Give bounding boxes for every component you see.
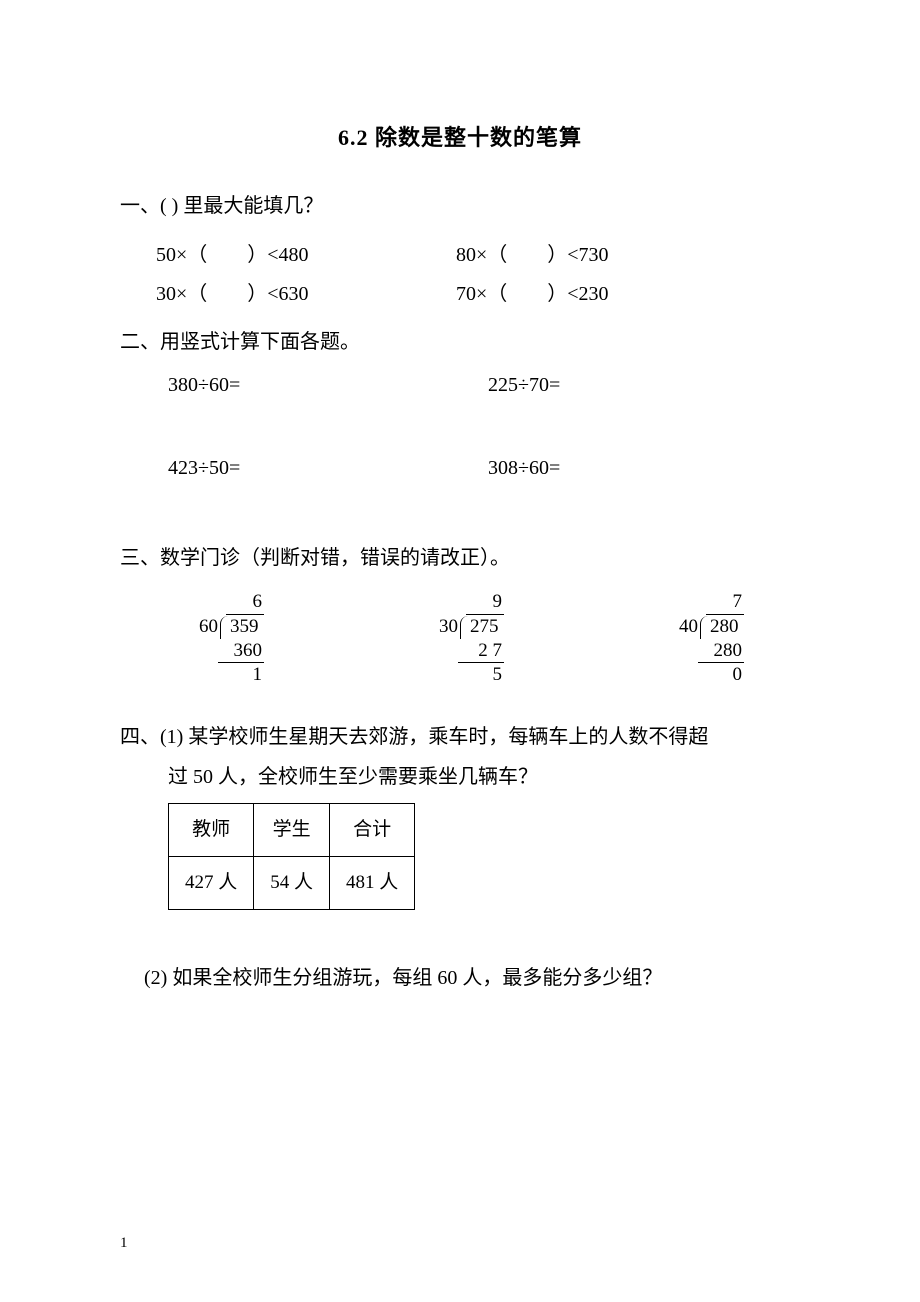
table-header: 合计 — [330, 804, 415, 857]
long-division-1: 6 60 359 360 1 — [174, 590, 264, 687]
worksheet-page: 6.2 除数是整十数的笔算 一、( ) 里最大能填几？ 50×（ ）<480 8… — [0, 0, 920, 1302]
page-title: 6.2 除数是整十数的笔算 — [120, 120, 800, 152]
dividend: 359 — [228, 615, 264, 639]
dividend: 275 — [468, 615, 504, 639]
page-number: 1 — [120, 1235, 128, 1252]
subtrahend: 2 7 — [458, 639, 504, 664]
table-header: 教师 — [169, 804, 254, 857]
table-header: 学生 — [254, 804, 330, 857]
section-1-head: 一、( ) 里最大能填几？ — [120, 188, 800, 224]
people-table: 教师 学生 合计 427 人 54 人 481 人 — [168, 803, 415, 910]
section-4: 四、(1) 某学校师生星期天去郊游，乘车时，每辆车上的人数不得超 过 50 人，… — [120, 717, 800, 998]
fill-row-1: 50×（ ）<480 80×（ ）<730 — [156, 238, 800, 267]
fill-item: 50×（ ）<480 — [156, 238, 456, 267]
long-division-3: 7 40 280 280 0 — [654, 590, 744, 687]
quotient: 6 — [226, 590, 264, 615]
calc-row-2: 423÷50= 308÷60= — [168, 457, 800, 480]
section-2-head: 二、用竖式计算下面各题。 — [120, 324, 800, 360]
section-3-head: 三、数学门诊（判断对错，错误的请改正）。 — [120, 540, 800, 576]
quotient: 7 — [706, 590, 744, 615]
table-cell: 54 人 — [254, 857, 330, 910]
fill-row-2: 30×（ ）<630 70×（ ）<230 — [156, 277, 800, 306]
fill-item: 30×（ ）<630 — [156, 277, 456, 306]
q4-line2: 过 50 人，全校师生至少需要乘坐几辆车？ — [120, 757, 800, 797]
remainder: 0 — [654, 663, 744, 687]
table-row: 教师 学生 合计 — [169, 804, 415, 857]
table-cell: 427 人 — [169, 857, 254, 910]
calc-item: 225÷70= — [488, 374, 808, 397]
division-bracket-icon — [460, 616, 468, 639]
dividend: 280 — [708, 615, 744, 639]
divisor: 30 — [439, 615, 460, 639]
divisor: 40 — [679, 615, 700, 639]
fill-item: 80×（ ）<730 — [456, 238, 756, 267]
calc-item: 380÷60= — [168, 374, 488, 397]
table-cell: 481 人 — [330, 857, 415, 910]
quotient: 9 — [466, 590, 504, 615]
subtrahend: 360 — [218, 639, 264, 664]
calc-item: 308÷60= — [488, 457, 808, 480]
fill-item: 70×（ ）<230 — [456, 277, 756, 306]
q4-line1: 四、(1) 某学校师生星期天去郊游，乘车时，每辆车上的人数不得超 — [120, 717, 800, 757]
remainder: 1 — [174, 663, 264, 687]
division-bracket-icon — [700, 616, 708, 639]
calc-row-1: 380÷60= 225÷70= — [168, 374, 800, 397]
remainder: 5 — [414, 663, 504, 687]
q4-part2: (2) 如果全校师生分组游玩，每组 60 人，最多能分多少组？ — [144, 958, 800, 998]
long-division-2: 9 30 275 2 7 5 — [414, 590, 504, 687]
long-division-row: 6 60 359 360 1 9 30 275 2 7 5 7 40 — [174, 590, 800, 687]
subtrahend: 280 — [698, 639, 744, 664]
table-row: 427 人 54 人 481 人 — [169, 857, 415, 910]
division-bracket-icon — [220, 616, 228, 639]
divisor: 60 — [199, 615, 220, 639]
calc-item: 423÷50= — [168, 457, 488, 480]
